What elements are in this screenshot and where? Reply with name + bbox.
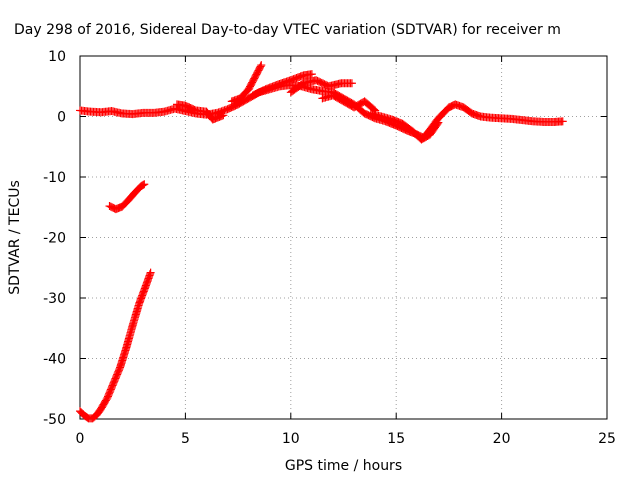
data-point [146, 268, 155, 277]
y-tick-label: -40 [43, 352, 66, 368]
x-tick-label: 25 [598, 431, 616, 447]
plot-frame [79, 55, 608, 420]
y-tick-label: -10 [43, 170, 66, 186]
data-point [256, 62, 265, 71]
x-tick-label: 20 [493, 431, 511, 447]
data-point [140, 180, 149, 189]
x-tick-label: 0 [76, 431, 85, 447]
data-point [434, 118, 443, 127]
grid-lines [80, 56, 607, 419]
y-axis-title: SDTVAR / TECUs [7, 180, 23, 295]
data-point [347, 79, 356, 88]
y-tick-label: 0 [57, 110, 66, 126]
series-0 [76, 61, 567, 423]
chart-title: Day 298 of 2016, Sidereal Day-to-day VTE… [14, 22, 561, 38]
data-point [307, 70, 316, 79]
data-point [558, 117, 567, 126]
y-tick-label: -20 [43, 231, 66, 247]
y-tick-label: 10 [48, 49, 66, 65]
x-tick-label: 15 [387, 431, 405, 447]
x-axis-title: GPS time / hours [285, 458, 402, 474]
data-point [257, 61, 266, 70]
y-tick-label: -50 [43, 412, 66, 428]
data-point [219, 111, 228, 120]
data-point [433, 119, 442, 128]
x-tick-label: 10 [282, 431, 300, 447]
data-layer [76, 61, 567, 423]
y-tick-label: -30 [43, 291, 66, 307]
axis-ticks: 0 5 10 15 20 25 -50 -40 -30 -20 -10 0 10 [43, 49, 616, 447]
x-tick-label: 5 [181, 431, 190, 447]
data-point [139, 180, 148, 189]
